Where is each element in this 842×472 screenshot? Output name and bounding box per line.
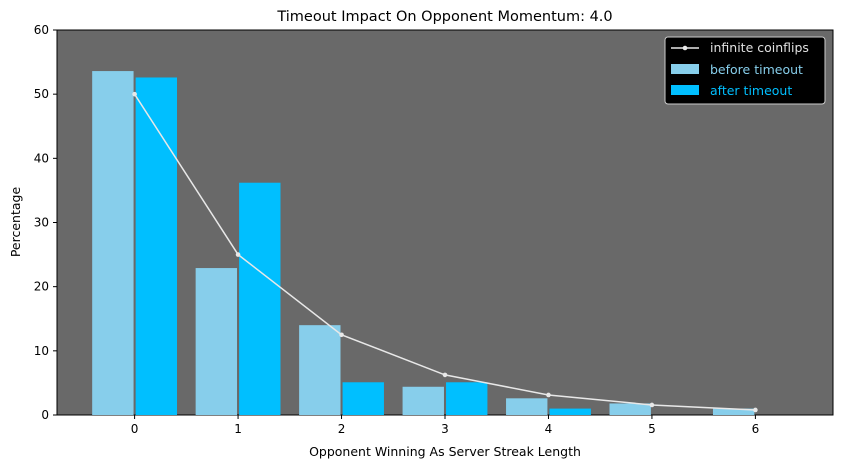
x-tick-label: 5 (648, 422, 656, 436)
legend-line-marker (682, 45, 688, 51)
x-tick-label: 4 (545, 422, 553, 436)
y-tick-label: 20 (34, 280, 49, 294)
point-infinite-coinflips-2 (339, 332, 344, 338)
point-infinite-coinflips-0 (132, 91, 137, 97)
y-tick-label: 60 (34, 23, 49, 37)
bar-before-timeout-2 (299, 325, 341, 415)
bar-after-timeout-0 (135, 77, 178, 415)
bar-before-timeout-4 (506, 398, 548, 415)
legend-label-infinite-coinflips: infinite coinflips (710, 40, 809, 55)
x-tick-label: 2 (338, 422, 346, 436)
legend-label-before-timeout: before timeout (710, 62, 803, 77)
point-infinite-coinflips-3 (442, 372, 448, 378)
point-infinite-coinflips-1 (235, 252, 241, 257)
x-tick-label: 0 (131, 422, 139, 436)
y-tick-label: 50 (34, 87, 49, 101)
bar-after-timeout-4 (549, 408, 591, 415)
y-axis-label: Percentage (8, 187, 23, 258)
bar-before-timeout-1 (195, 268, 238, 415)
legend-box (664, 36, 826, 105)
chart-title: Timeout Impact On Opponent Momentum: 4.0 (276, 9, 612, 25)
y-tick-label: 10 (34, 344, 49, 358)
bar-before-timeout-3 (402, 386, 444, 415)
bars-layer (92, 71, 755, 416)
bar-before-timeout-5 (609, 403, 651, 415)
line-layer (132, 91, 758, 413)
x-tick-label: 3 (441, 422, 449, 436)
point-infinite-coinflips-6 (753, 407, 758, 413)
x-tick-label: 6 (752, 422, 760, 436)
legend-swatch-after-timeout (671, 85, 699, 95)
bar-after-timeout-3 (446, 382, 488, 415)
y-tick-label: 40 (34, 151, 49, 165)
y-tick-label: 0 (41, 408, 49, 422)
legend: infinite coinflips before timeout after … (664, 36, 826, 105)
x-tick-label: 1 (234, 422, 242, 436)
bar-before-timeout-6 (712, 408, 755, 415)
legend-swatch-before-timeout (671, 64, 699, 74)
point-infinite-coinflips-4 (546, 392, 551, 398)
bar-after-timeout-1 (239, 182, 281, 415)
bar-after-timeout-2 (342, 382, 384, 415)
legend-label-after-timeout: after timeout (710, 83, 792, 98)
point-infinite-coinflips-5 (649, 402, 655, 408)
y-tick-label: 30 (34, 216, 49, 230)
bar-before-timeout-0 (92, 71, 134, 416)
x-axis-label: Opponent Winning As Server Streak Length (309, 444, 581, 459)
